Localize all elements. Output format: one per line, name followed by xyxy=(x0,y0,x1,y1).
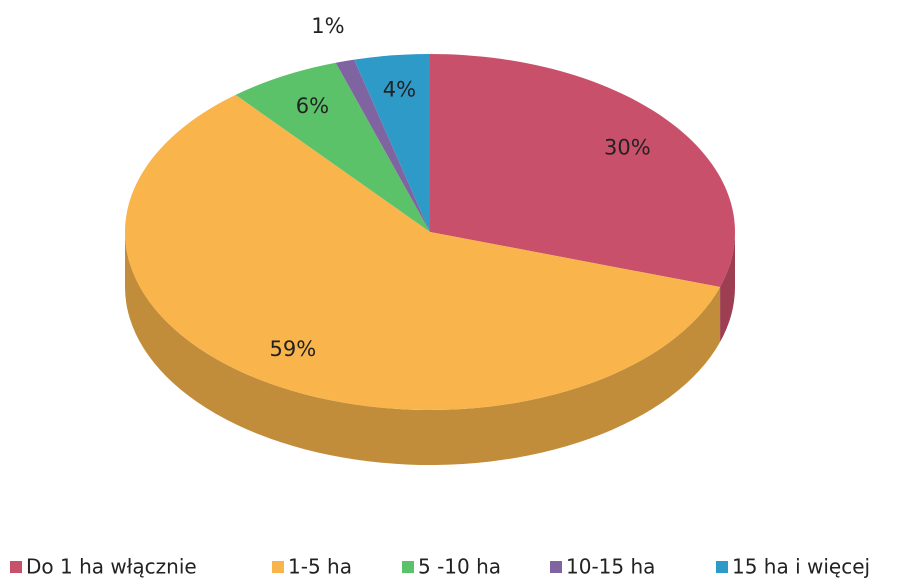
legend-label: 15 ha i więcej xyxy=(732,555,870,579)
slice-side xyxy=(720,232,735,343)
data-label: 59% xyxy=(270,337,317,361)
legend-swatch xyxy=(10,561,22,573)
slice xyxy=(354,54,430,232)
data-label: 30% xyxy=(604,135,651,159)
slice xyxy=(335,59,430,233)
slice xyxy=(125,94,721,410)
legend-label: 10-15 ha xyxy=(566,555,655,579)
legend-swatch xyxy=(272,561,284,573)
data-label: 1% xyxy=(311,14,344,38)
legend-swatch xyxy=(716,561,728,573)
legend-swatch xyxy=(550,561,562,573)
slice-side xyxy=(125,232,721,466)
data-label: 6% xyxy=(296,94,329,118)
slice xyxy=(430,54,736,288)
legend-swatch xyxy=(402,561,414,573)
legend-label: 5 -10 ha xyxy=(418,555,501,579)
slice xyxy=(235,62,430,232)
legend-label: 1-5 ha xyxy=(288,555,352,579)
data-label: 4% xyxy=(383,78,416,102)
legend-label: Do 1 ha włącznie xyxy=(26,555,197,579)
